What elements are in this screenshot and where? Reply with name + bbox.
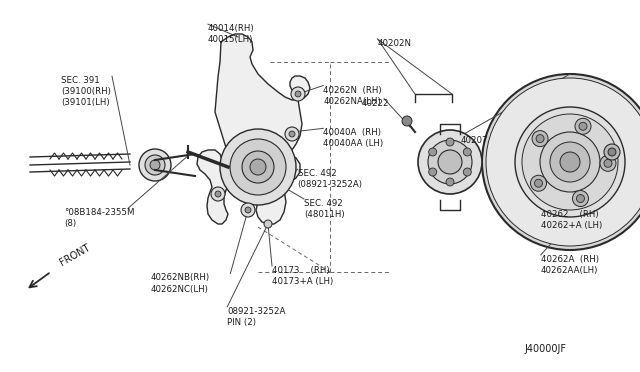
Circle shape (536, 135, 544, 142)
Text: 40262NB(RH)
40262NC(LH): 40262NB(RH) 40262NC(LH) (150, 273, 209, 294)
Text: 40262A  (RH)
40262AA(LH): 40262A (RH) 40262AA(LH) (541, 255, 599, 275)
Text: J40000JF: J40000JF (525, 344, 567, 354)
Circle shape (264, 220, 272, 228)
Circle shape (604, 144, 620, 160)
Text: 40173    (RH)
40173+A (LH): 40173 (RH) 40173+A (LH) (272, 266, 333, 286)
Circle shape (463, 148, 471, 156)
Text: 40014(RH)
40015(LH): 40014(RH) 40015(LH) (208, 24, 255, 44)
Circle shape (438, 150, 462, 174)
Circle shape (446, 178, 454, 186)
Circle shape (522, 114, 618, 210)
Circle shape (295, 91, 301, 97)
Text: SEC. 391
(39100(RH)
(39101(LH): SEC. 391 (39100(RH) (39101(LH) (61, 76, 111, 108)
Circle shape (428, 140, 472, 184)
Circle shape (531, 175, 547, 191)
Text: SEC. 492
(48011H): SEC. 492 (48011H) (304, 199, 344, 219)
Circle shape (429, 168, 436, 176)
Circle shape (572, 190, 588, 206)
Circle shape (211, 187, 225, 201)
Circle shape (515, 107, 625, 217)
Circle shape (285, 127, 299, 141)
Text: 08921-3252A
PIN (2): 08921-3252A PIN (2) (227, 307, 285, 327)
Circle shape (560, 152, 580, 172)
Text: 40202N: 40202N (378, 39, 412, 48)
Polygon shape (197, 34, 310, 224)
Circle shape (540, 132, 600, 192)
Circle shape (463, 168, 471, 176)
Circle shape (532, 131, 548, 147)
Circle shape (418, 130, 482, 194)
Circle shape (241, 203, 255, 217)
Circle shape (600, 155, 616, 171)
Text: SEC. 492
(08921-3252A): SEC. 492 (08921-3252A) (298, 169, 363, 189)
Circle shape (289, 131, 295, 137)
Circle shape (550, 142, 590, 182)
Circle shape (291, 87, 305, 101)
Circle shape (245, 207, 251, 213)
Circle shape (139, 149, 171, 181)
Circle shape (482, 74, 640, 250)
Circle shape (579, 122, 587, 130)
Circle shape (446, 138, 454, 146)
Circle shape (242, 151, 274, 183)
Circle shape (220, 129, 296, 205)
Circle shape (486, 78, 640, 246)
Circle shape (145, 155, 165, 175)
Circle shape (534, 179, 543, 187)
Text: 40207: 40207 (461, 136, 488, 145)
Text: 40222: 40222 (362, 99, 389, 108)
Text: FRONT: FRONT (58, 243, 92, 268)
Circle shape (402, 116, 412, 126)
Circle shape (429, 148, 436, 156)
Circle shape (215, 191, 221, 197)
Circle shape (230, 139, 286, 195)
Circle shape (150, 160, 160, 170)
Circle shape (608, 148, 616, 156)
Circle shape (577, 195, 584, 202)
Circle shape (575, 118, 591, 134)
Text: 40262    (RH)
40262+A (LH): 40262 (RH) 40262+A (LH) (541, 210, 602, 230)
Text: °08B184-2355M
(8): °08B184-2355M (8) (64, 208, 134, 228)
Text: 40040A  (RH)
40040AA (LH): 40040A (RH) 40040AA (LH) (323, 128, 383, 148)
Circle shape (250, 159, 266, 175)
Circle shape (604, 159, 612, 167)
Text: 40262N  (RH)
40262NA(LH): 40262N (RH) 40262NA(LH) (323, 86, 382, 106)
